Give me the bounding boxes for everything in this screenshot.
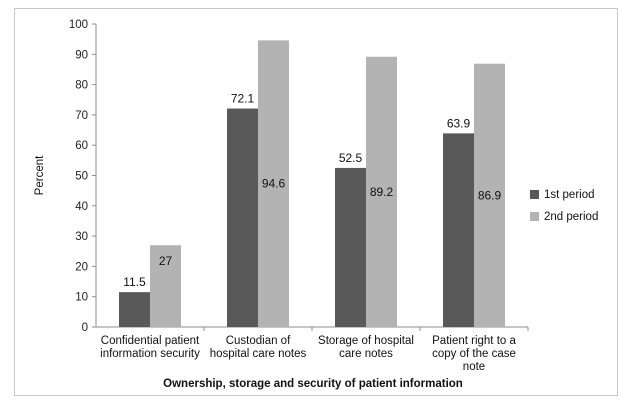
y-tick-label: 70 xyxy=(75,110,88,122)
chart-frame xyxy=(14,8,618,396)
data-label: 72.1 xyxy=(231,92,255,106)
x-tick-label: Custodian of hospital care notes xyxy=(210,335,307,360)
legend-label: 2nd period xyxy=(544,211,598,223)
bar-1 xyxy=(227,108,258,327)
legend-swatch xyxy=(530,190,539,199)
y-tick-label: 0 xyxy=(82,322,88,334)
legend-swatch xyxy=(530,212,539,221)
y-tick-label: 40 xyxy=(75,201,88,213)
x-tick-label: Storage of hospital care notes xyxy=(318,335,414,360)
x-axis-title: Ownership, storage and security of patie… xyxy=(163,378,463,390)
category-labels: Confidential patient information security… xyxy=(100,327,529,373)
data-label: 27 xyxy=(159,254,173,268)
x-tick-label: Confidential patient information security xyxy=(100,335,200,360)
bars xyxy=(119,40,505,328)
legend: 1st period 2nd period xyxy=(530,189,598,223)
bar-labels: 11.5 27 72.1 94.6 52.5 89.2 63.9 86.9 xyxy=(123,92,501,290)
data-label: 89.2 xyxy=(370,185,394,199)
y-tick-label: 60 xyxy=(75,140,88,152)
y-tick-label: 50 xyxy=(75,171,88,183)
y-axis-title: Percent xyxy=(34,155,46,195)
y-tick-label: 20 xyxy=(75,261,88,273)
legend-label: 1st period xyxy=(544,189,595,201)
bar-2 xyxy=(258,40,289,327)
bar-1 xyxy=(119,292,150,327)
y-tick-label: 80 xyxy=(75,80,88,92)
bar-1 xyxy=(443,133,474,327)
y-tick-label: 30 xyxy=(75,231,88,243)
bar-2 xyxy=(474,63,505,328)
data-label: 94.6 xyxy=(262,177,286,191)
y-tick-label: 10 xyxy=(75,292,88,304)
data-label: 52.5 xyxy=(339,151,363,165)
data-label: 86.9 xyxy=(478,188,502,202)
x-tick-label: Patient right to a copy of the case note xyxy=(432,335,516,373)
data-label: 63.9 xyxy=(447,116,471,130)
bar-2 xyxy=(366,56,397,327)
data-label: 11.5 xyxy=(123,275,146,289)
bar-1 xyxy=(335,167,366,327)
y-tick-label: 100 xyxy=(69,19,88,31)
y-tick-label: 90 xyxy=(75,49,88,61)
bar-2 xyxy=(150,245,181,327)
